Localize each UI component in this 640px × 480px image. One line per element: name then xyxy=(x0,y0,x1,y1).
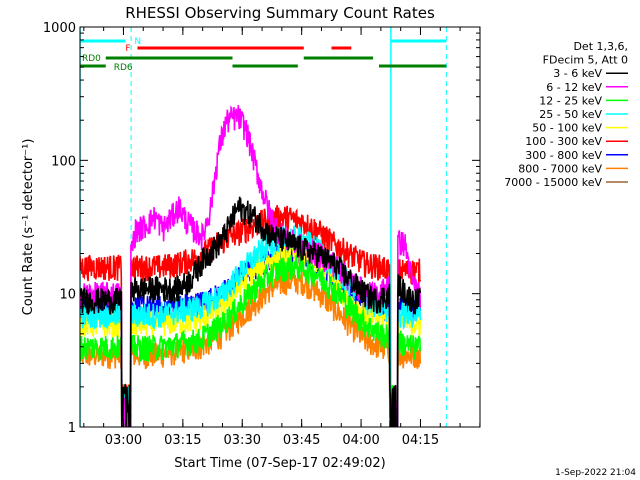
series-line-0 xyxy=(80,196,422,427)
x-axis-label: Start Time (07-Sep-17 02:49:02) xyxy=(174,456,385,471)
legend-label-6: 300 - 800 keV xyxy=(525,149,602,162)
x-tick-label-5: 04:15 xyxy=(402,433,439,448)
chart-title: RHESSI Observing Summary Count Rates xyxy=(125,4,435,22)
x-tick-label-1: 03:15 xyxy=(164,433,201,448)
y-tick-label-1: 10 xyxy=(59,288,76,303)
y-axis-label: Count Rate (s⁻¹ detector⁻¹) xyxy=(21,139,36,316)
legend-label-2: 12 - 25 keV xyxy=(539,94,602,107)
legend-header-0: Det 1,3,6, xyxy=(573,40,628,53)
state-label-2: RD0 xyxy=(82,54,101,64)
y-tick-label-0: 1 xyxy=(68,421,76,436)
plot-frame xyxy=(79,26,481,428)
series-line-2 xyxy=(80,252,422,427)
legend-label-7: 800 - 7000 keV xyxy=(518,162,602,175)
x-tick-label-3: 03:45 xyxy=(283,433,320,448)
y-tick-label-3: 1000 xyxy=(43,21,76,36)
footer-date: 1-Sep-2022 21:04 xyxy=(555,468,636,478)
axes: 03:00 03:15 03:30 03:45 04:00 04:15 1 10 100 1000 xyxy=(43,21,481,448)
state-label-1: F xyxy=(125,44,130,54)
plot-clipped-group xyxy=(80,27,447,427)
state-label-0: N xyxy=(134,37,141,47)
legend-label-0: 3 - 6 keV xyxy=(553,67,602,80)
legend-header-1: FDecim 5, Att 0 xyxy=(543,54,628,67)
legend-label-3: 25 - 50 keV xyxy=(539,108,602,121)
legend-label-1: 6 - 12 keV xyxy=(546,81,602,94)
x-tick-label-0: 03:00 xyxy=(105,433,142,448)
x-tick-label-4: 04:00 xyxy=(342,433,379,448)
y-tick-label-2: 100 xyxy=(51,154,76,169)
series-line-5 xyxy=(80,204,422,427)
x-tick-label-2: 03:30 xyxy=(224,433,261,448)
legend-label-5: 100 - 300 keV xyxy=(525,135,602,148)
plot-area: NF RD0 RD6 xyxy=(80,27,447,427)
state-label-3: RD6 xyxy=(114,63,133,73)
legend-label-8: 7000 - 15000 keV xyxy=(504,176,602,189)
legend-label-4: 50 - 100 keV xyxy=(532,122,602,135)
